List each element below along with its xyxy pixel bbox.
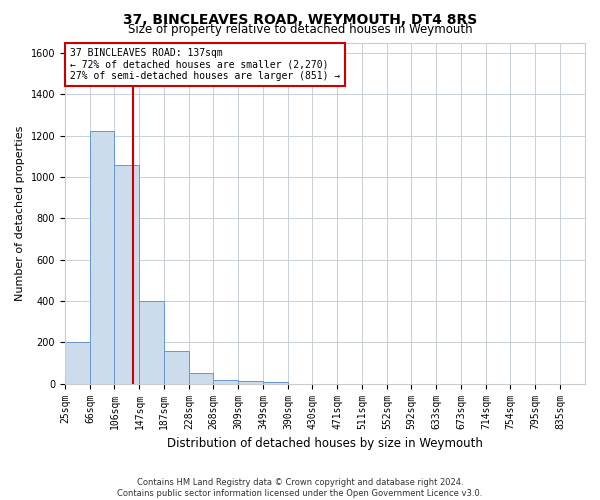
Y-axis label: Number of detached properties: Number of detached properties (15, 126, 25, 301)
Bar (189, 374, 214, 384)
Bar (238, 380, 263, 384)
Bar (65, 342, 90, 384)
Bar (263, 382, 288, 384)
Text: 37 BINCLEAVES ROAD: 137sqm
← 72% of detached houses are smaller (2,270)
27% of s: 37 BINCLEAVES ROAD: 137sqm ← 72% of deta… (70, 48, 340, 81)
X-axis label: Distribution of detached houses by size in Weymouth: Distribution of detached houses by size … (167, 437, 483, 450)
Bar (115, 164, 139, 384)
Bar (214, 380, 238, 384)
Bar (164, 350, 189, 384)
Bar (90, 132, 115, 384)
Text: Contains HM Land Registry data © Crown copyright and database right 2024.
Contai: Contains HM Land Registry data © Crown c… (118, 478, 482, 498)
Text: Size of property relative to detached houses in Weymouth: Size of property relative to detached ho… (128, 22, 472, 36)
Bar (139, 301, 164, 384)
Text: 37, BINCLEAVES ROAD, WEYMOUTH, DT4 8RS: 37, BINCLEAVES ROAD, WEYMOUTH, DT4 8RS (123, 12, 477, 26)
